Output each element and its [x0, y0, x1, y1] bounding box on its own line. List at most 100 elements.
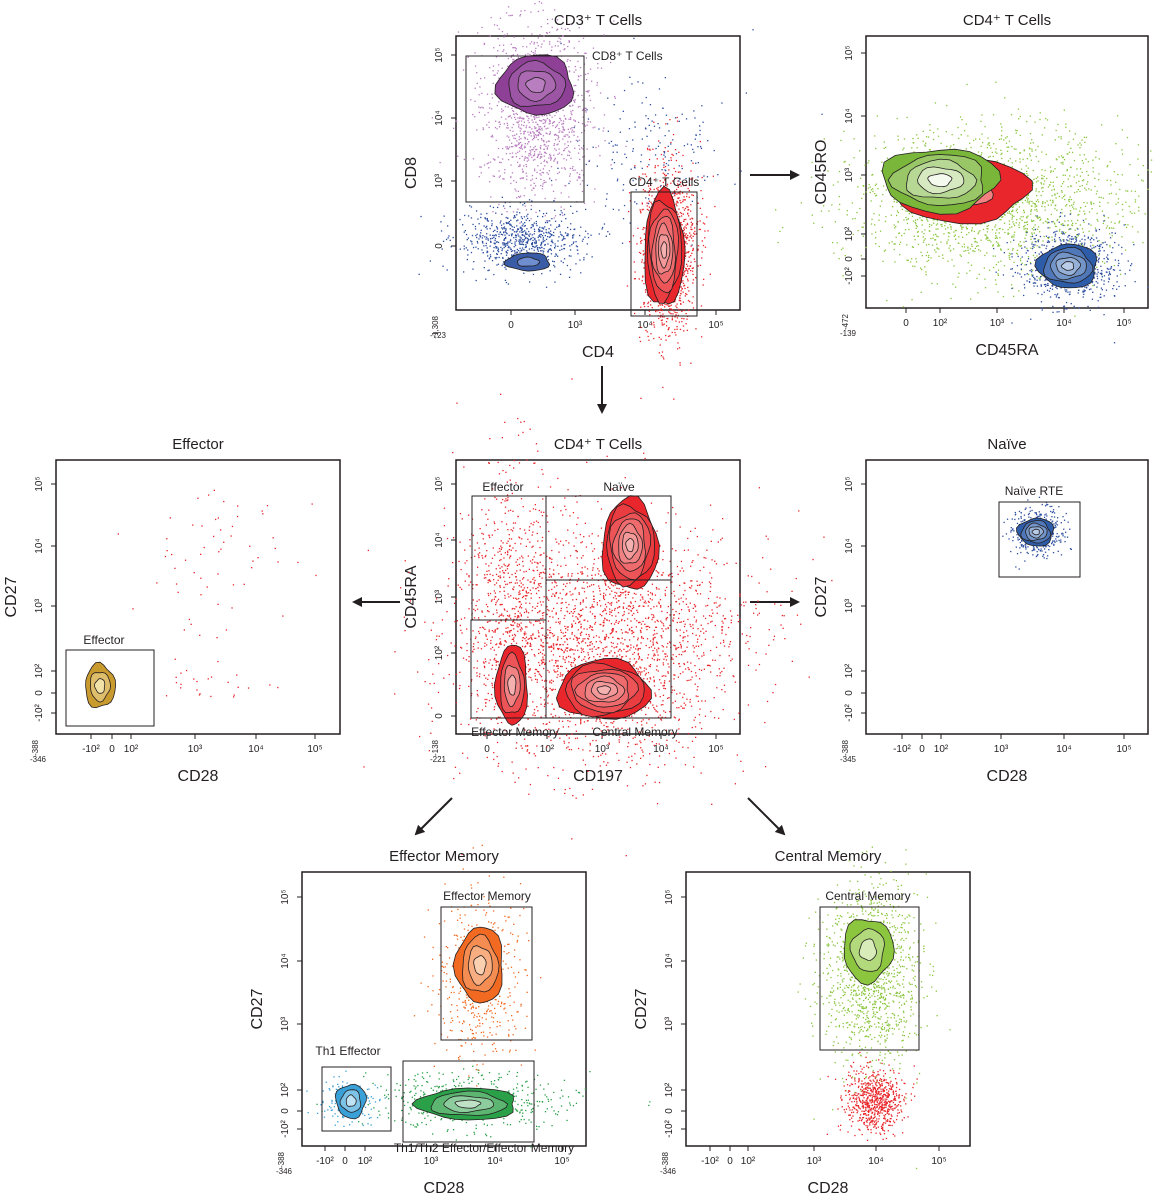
event-dot	[1125, 190, 1127, 192]
event-dot	[664, 179, 666, 181]
event-dot	[571, 114, 573, 116]
event-dot	[587, 72, 589, 75]
event-dot	[1019, 158, 1021, 160]
event-dot	[669, 308, 671, 310]
event-dot	[559, 231, 561, 233]
event-dot	[1025, 231, 1027, 234]
event-dot	[1100, 196, 1102, 199]
event-dot	[522, 171, 524, 173]
event-dot	[537, 154, 539, 157]
event-dot	[1021, 199, 1023, 201]
event-dot	[568, 40, 570, 42]
event-dot	[537, 153, 539, 155]
event-dot	[1035, 190, 1037, 192]
event-dot	[1074, 229, 1076, 231]
event-dot	[958, 272, 960, 274]
event-dot	[511, 14, 513, 16]
event-dot	[493, 236, 495, 238]
event-dot	[686, 278, 689, 280]
event-dot	[690, 170, 692, 172]
event-dot	[511, 156, 514, 158]
event-dot	[492, 136, 494, 138]
event-dot	[868, 183, 870, 186]
event-dot	[662, 107, 664, 109]
event-dot	[555, 126, 557, 129]
event-dot	[1086, 170, 1088, 173]
event-dot	[480, 216, 482, 219]
event-dot	[682, 230, 684, 232]
event-dot	[547, 23, 549, 25]
event-dot	[467, 254, 469, 256]
event-dot	[519, 251, 521, 253]
event-dot	[574, 99, 576, 101]
event-dot	[1031, 200, 1033, 203]
event-dot	[545, 119, 547, 121]
event-dot	[1081, 184, 1083, 187]
event-dot	[687, 272, 689, 274]
event-dot	[1104, 219, 1106, 222]
event-dot	[987, 137, 989, 139]
event-dot	[1080, 207, 1082, 209]
event-dot	[560, 245, 563, 247]
event-dot	[564, 143, 566, 145]
event-dot	[534, 241, 536, 243]
event-dot	[531, 242, 534, 244]
event-dot	[533, 136, 535, 138]
event-dot	[681, 192, 684, 194]
event-dot	[661, 319, 663, 321]
event-dot	[494, 257, 496, 259]
event-dot	[513, 254, 515, 256]
event-dot	[1008, 223, 1011, 225]
gate[interactable]: CD8⁺ T Cells	[465, 49, 663, 203]
event-dot	[499, 17, 502, 19]
event-dot	[537, 134, 540, 136]
event-dot	[491, 93, 493, 95]
event-dot	[916, 147, 918, 149]
event-dot	[800, 202, 802, 204]
event-dot	[862, 235, 864, 237]
event-dot	[981, 114, 983, 116]
event-dot	[641, 138, 643, 140]
event-dot	[551, 218, 553, 220]
event-dot	[557, 245, 559, 247]
event-dot	[1092, 244, 1094, 246]
event-dot	[498, 203, 500, 206]
event-dot	[523, 132, 525, 134]
event-dot	[691, 270, 694, 272]
event-dot	[554, 209, 556, 211]
event-dot	[588, 90, 590, 92]
gate-rectangle[interactable]	[630, 191, 698, 317]
event-dot	[514, 216, 516, 218]
event-dot	[691, 267, 693, 269]
event-dot	[681, 167, 683, 170]
event-dot	[1073, 201, 1075, 203]
event-dot	[651, 323, 653, 325]
event-dot	[517, 228, 519, 230]
event-dot	[575, 263, 577, 265]
event-dot	[1047, 237, 1050, 240]
event-dot	[1000, 153, 1002, 156]
event-dot	[682, 207, 684, 209]
event-dot	[558, 140, 561, 142]
event-dot	[1031, 139, 1033, 141]
gate[interactable]: CD4⁺ T Cells	[629, 175, 700, 317]
event-dot	[680, 221, 682, 224]
event-dot	[823, 205, 825, 207]
gate-rectangle[interactable]	[465, 55, 585, 203]
event-dot	[491, 134, 493, 137]
event-dot	[533, 54, 535, 56]
event-dot	[540, 156, 542, 158]
event-dot	[916, 225, 918, 228]
event-dot	[568, 131, 570, 133]
event-dot	[459, 218, 461, 221]
event-dot	[536, 148, 538, 151]
event-dot	[961, 246, 963, 248]
event-dot	[506, 233, 508, 235]
event-dot	[516, 107, 518, 109]
event-dot	[670, 143, 672, 145]
event-dot	[647, 302, 649, 305]
event-dot	[505, 12, 508, 14]
event-dot	[524, 54, 527, 56]
event-dot	[949, 232, 951, 234]
event-dot	[589, 121, 592, 123]
